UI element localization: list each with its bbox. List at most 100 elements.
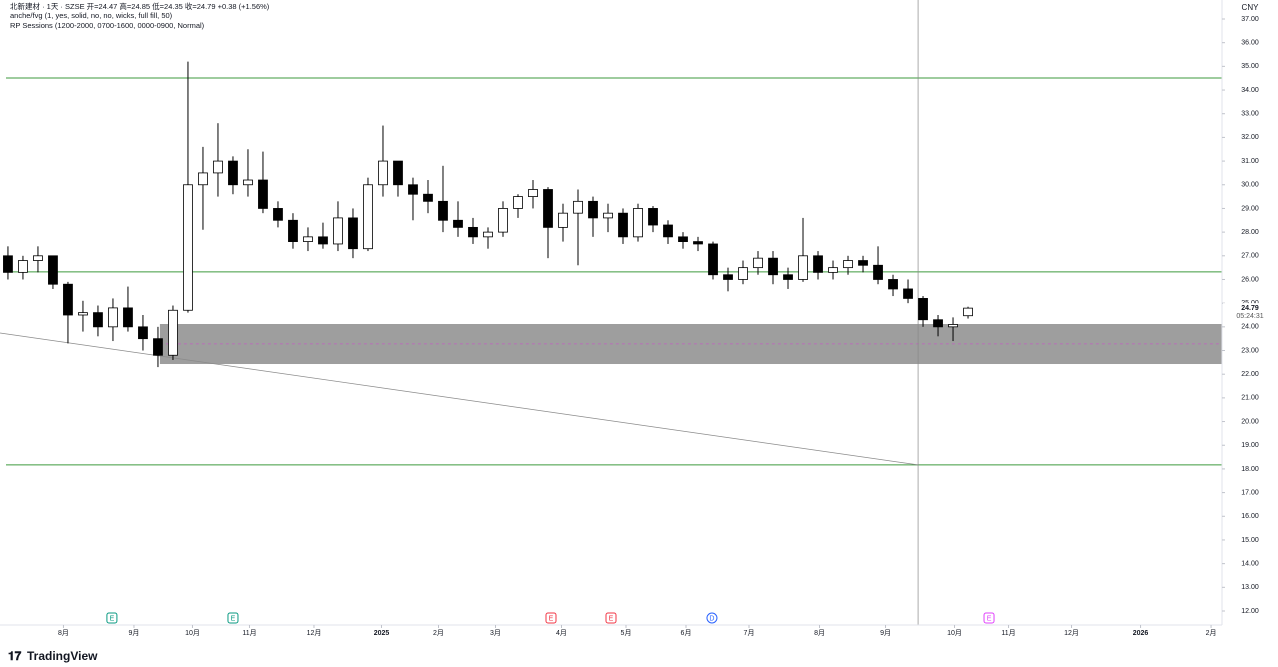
y-tick-label: 23.00 <box>1241 347 1259 354</box>
event-badge <box>605 612 617 624</box>
y-tick-label: 30.00 <box>1241 182 1259 189</box>
currency: CNY <box>1242 3 1260 12</box>
x-tick-label: 12月 <box>1064 629 1079 637</box>
x-tick-label: 4月 <box>556 629 567 637</box>
candle-body <box>768 257 778 276</box>
x-tick-label: 7月 <box>744 629 755 637</box>
candle-body <box>678 236 688 242</box>
y-tick-label: 35.00 <box>1241 63 1259 70</box>
candle <box>798 217 808 282</box>
event-badge <box>106 612 118 624</box>
candle-body <box>543 189 553 228</box>
x-tick-label: 8月 <box>814 629 825 637</box>
candle-body <box>318 236 328 245</box>
candle-body <box>123 307 133 328</box>
candle-body <box>903 288 913 299</box>
candle <box>573 189 583 266</box>
candle-body <box>363 184 373 250</box>
y-tick-label: 32.00 <box>1241 134 1259 141</box>
y-tick-label: 20.00 <box>1241 418 1259 425</box>
logo-mark: 𝟏𝟕 <box>8 649 22 663</box>
candle <box>18 255 28 280</box>
x-tick-label: 3月 <box>490 629 501 637</box>
x-tick-label: 2月 <box>1206 629 1217 637</box>
candle-body <box>798 255 808 280</box>
event-marker: E <box>605 612 617 624</box>
y-tick-label: 27.00 <box>1241 253 1259 260</box>
candle-body <box>648 208 658 226</box>
candle <box>93 305 103 337</box>
candle-body <box>813 255 823 273</box>
x-tick-label: 8月 <box>58 629 69 637</box>
candle-body <box>693 241 703 245</box>
event-label: E <box>987 615 992 622</box>
candle <box>258 151 268 214</box>
candle <box>123 286 133 332</box>
x-tick-label: 10月 <box>185 629 200 637</box>
last-price: 24.79 <box>1241 305 1259 312</box>
candle-body <box>828 267 838 273</box>
candle-body <box>528 189 538 198</box>
brand: TradingView <box>27 649 98 663</box>
candle-body <box>498 208 508 233</box>
candle-body <box>633 208 643 238</box>
candle-body <box>438 200 448 221</box>
symbol-header: 北新建材 · 1天 · SZSE 开=24.47 高=24.85 低=24.35… <box>10 1 270 11</box>
candle <box>768 251 778 285</box>
candle <box>198 146 208 230</box>
countdown: 05:24:31 <box>1236 313 1263 320</box>
y-tick-label: 21.00 <box>1241 395 1259 402</box>
x-tick-label: 5月 <box>621 629 632 637</box>
candle-body <box>888 279 898 290</box>
candle <box>288 213 298 249</box>
candle-body <box>138 326 148 340</box>
candle-body <box>783 274 793 280</box>
y-tick-label: 24.00 <box>1241 324 1259 331</box>
x-tick-label: 2月 <box>433 629 444 637</box>
candle <box>273 201 283 228</box>
candle-body <box>663 224 673 238</box>
y-tick-label: 17.00 <box>1241 489 1259 496</box>
candle <box>3 246 13 280</box>
event-label: E <box>110 615 115 622</box>
candle-body <box>573 200 583 214</box>
candle <box>888 274 898 297</box>
y-tick-label: 12.00 <box>1241 608 1259 615</box>
x-tick-label: 9月 <box>880 629 891 637</box>
candle-body <box>198 172 208 186</box>
candle <box>243 149 253 197</box>
event-marker: E <box>983 612 995 624</box>
candle-body <box>303 236 313 242</box>
event-label: E <box>231 615 236 622</box>
candle-body <box>183 184 193 311</box>
candle <box>843 255 853 275</box>
x-tick-label: 9月 <box>129 629 140 637</box>
event-marker: E <box>227 612 239 624</box>
candle <box>168 305 178 360</box>
candle <box>663 220 673 244</box>
x-tick-label: 6月 <box>681 629 692 637</box>
candle <box>783 267 793 289</box>
candle <box>393 160 403 197</box>
event-label: E <box>609 615 614 622</box>
candle-body <box>258 179 268 209</box>
trendline <box>0 332 919 466</box>
candle-body <box>873 264 883 280</box>
y-tick-label: 34.00 <box>1241 87 1259 94</box>
candle <box>813 251 823 280</box>
y-tick-label: 14.00 <box>1241 560 1259 567</box>
y-tick-label: 15.00 <box>1241 537 1259 544</box>
candle <box>603 203 613 233</box>
candle-body <box>423 193 433 202</box>
x-tick-label: 11月 <box>242 629 256 637</box>
candle-body <box>483 231 493 238</box>
event-badge <box>545 612 557 624</box>
candle <box>453 201 463 237</box>
candle-body <box>588 200 598 219</box>
candle <box>633 203 643 242</box>
candle <box>483 227 493 249</box>
candle-body <box>753 257 763 269</box>
candle-body <box>3 255 13 273</box>
y-tick-label: 16.00 <box>1241 513 1259 520</box>
candle <box>438 165 448 233</box>
